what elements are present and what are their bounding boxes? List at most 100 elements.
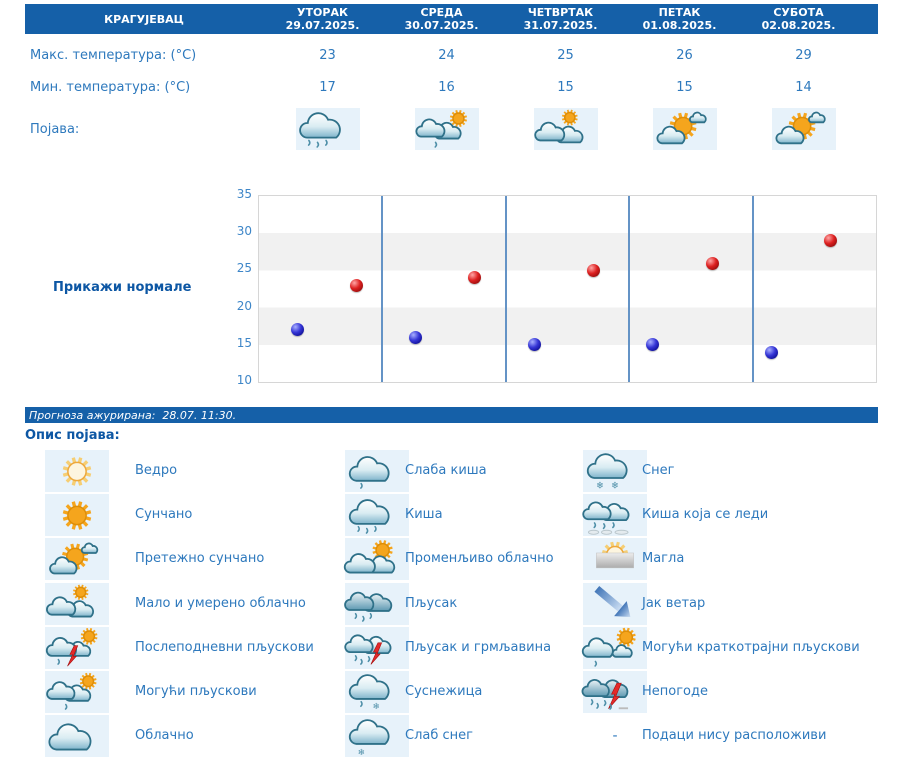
temperature-chart xyxy=(258,195,877,383)
legend-item-label: Могући пљускови xyxy=(135,683,257,699)
legend-item-label: Могући краткотрајни пљускови xyxy=(642,639,860,655)
sunny-icon xyxy=(45,494,109,537)
min-temp-point xyxy=(409,330,423,344)
legend-item-label: Непогоде xyxy=(642,683,708,699)
day-separator-line xyxy=(504,196,507,382)
partly-cloudy-glyph xyxy=(47,584,107,624)
mostly-sunny-icon xyxy=(652,108,717,150)
legend-item-label: Мало и умерено облачно xyxy=(135,595,306,611)
forecast-table: КРАГУЈЕВАЦ УТОРАК 29.07.2025. СРЕДА 30.07.20… xyxy=(25,4,878,155)
rain-icon xyxy=(345,494,409,537)
day-header-cell: ЧЕТВРТАК 31.07.2025. xyxy=(501,4,620,34)
y-axis-label: 35 xyxy=(236,187,252,201)
forecast-updated-text: Прогноза ажурирана: 28.07. 11:30. xyxy=(29,408,237,422)
legend-item-label: Јак ветар xyxy=(642,595,706,611)
show-normals-link[interactable]: Прикажи нормале xyxy=(53,280,192,295)
clear-glyph xyxy=(62,456,92,486)
location-header-cell: КРАГУЈЕВАЦ xyxy=(104,12,184,26)
rain-icon xyxy=(295,108,360,150)
strong-wind-glyph xyxy=(594,586,631,618)
partly-cloudy-glyph xyxy=(535,109,597,150)
day-separator-line xyxy=(628,196,631,382)
possible-showers-glyph xyxy=(416,109,467,148)
phenomenon-cell xyxy=(387,108,506,150)
svg-text:❄: ❄ xyxy=(611,480,619,491)
max-temp-point xyxy=(587,263,600,277)
max-temp-row: Макс. температура: (°C) 23 24 25 26 29 xyxy=(25,39,878,71)
day-date: 01.08.2025. xyxy=(642,19,717,32)
max-temp-point xyxy=(824,234,838,248)
partly-cloudy-icon xyxy=(533,108,598,150)
phenomenon-row-label: Појава: xyxy=(30,121,80,137)
day-name: СРЕДА xyxy=(420,6,463,19)
phenomenon-row: Појава: xyxy=(25,103,878,155)
legend-item-label: Киша xyxy=(405,507,443,523)
short-showers-icon xyxy=(583,626,647,669)
legend-item-label: Подаци нису расположиви xyxy=(642,728,827,743)
possible-showers-glyph xyxy=(47,673,97,711)
y-axis-label: 10 xyxy=(236,373,252,387)
svg-text:❄: ❄ xyxy=(358,747,365,757)
legend-item-label: Претежно сунчано xyxy=(135,551,265,567)
max-temp-point xyxy=(349,278,363,292)
min-temp-row-label: Мин. температура: (°C) xyxy=(30,79,191,95)
light-snow-icon: ❄ xyxy=(345,715,409,757)
strong-wind-icon xyxy=(583,582,647,625)
phenomenon-cell xyxy=(744,108,863,150)
day-date: 31.07.2025. xyxy=(523,19,598,32)
y-axis-label: 20 xyxy=(236,298,252,313)
mostly-sunny-glyph xyxy=(47,539,107,580)
day-header-cell: СУБОТА 02.08.2025. xyxy=(739,4,858,34)
min-temp-value: 15 xyxy=(557,79,574,95)
mostly-sunny-glyph xyxy=(654,108,716,150)
legend-item-label: Облачно xyxy=(135,728,194,743)
storms-icon xyxy=(583,670,647,713)
storms-glyph xyxy=(585,671,629,711)
legend-item-label: Суснежица xyxy=(405,683,483,699)
legend-item-label: Променљиво облачно xyxy=(405,551,554,567)
y-axis-label: 15 xyxy=(236,335,252,350)
legend-item-label: Послеподневни пљускови xyxy=(135,639,314,655)
min-temp-value: 15 xyxy=(676,79,693,95)
rain-glyph xyxy=(297,108,359,148)
no-data-symbol: - xyxy=(612,728,618,744)
light-rain-glyph xyxy=(347,451,407,489)
legend-item-label: Пљусак xyxy=(405,595,458,611)
legend-item-label: Пљусак и грмљавина xyxy=(405,639,552,655)
y-axis-label: 30 xyxy=(236,224,252,239)
mostly-sunny-glyph xyxy=(773,108,835,150)
svg-text:❄: ❄ xyxy=(596,480,604,491)
min-temp-value: 14 xyxy=(795,79,812,95)
heavy-showers-icon xyxy=(345,582,409,625)
possible-showers-icon xyxy=(45,670,109,713)
max-temp-point xyxy=(705,256,719,270)
light-snow-glyph: ❄ xyxy=(347,716,407,757)
min-temp-point xyxy=(646,338,660,352)
afternoon-showers-glyph xyxy=(47,628,98,668)
thunderstorm-icon xyxy=(345,626,409,669)
fog-icon xyxy=(583,538,647,581)
day-header-cell: ПЕТАК 01.08.2025. xyxy=(620,4,739,34)
day-name: УТОРАК xyxy=(297,6,348,19)
max-temp-value: 23 xyxy=(319,47,336,63)
sunny-glyph xyxy=(62,500,92,530)
day-separator-line xyxy=(751,196,754,382)
day-separator-line xyxy=(381,196,384,382)
phenomenon-cell xyxy=(625,108,744,150)
snow-icon: ❄ ❄ xyxy=(583,450,647,492)
cloudy-glyph xyxy=(47,716,107,757)
min-temp-value: 16 xyxy=(438,79,455,95)
possible-showers-icon xyxy=(414,108,479,150)
day-name: СУБОТА xyxy=(773,6,824,19)
mostly-sunny-icon xyxy=(45,538,109,581)
day-date: 02.08.2025. xyxy=(761,19,836,32)
sleet-icon: ❄ xyxy=(345,670,409,713)
day-name: ПЕТАК xyxy=(658,6,701,19)
sleet-glyph: ❄ xyxy=(347,671,407,712)
legend-item-label: Киша која се леди xyxy=(642,507,769,523)
freezing-rain-icon xyxy=(583,494,647,537)
rain-glyph xyxy=(347,495,407,534)
min-temp-point xyxy=(290,323,304,337)
